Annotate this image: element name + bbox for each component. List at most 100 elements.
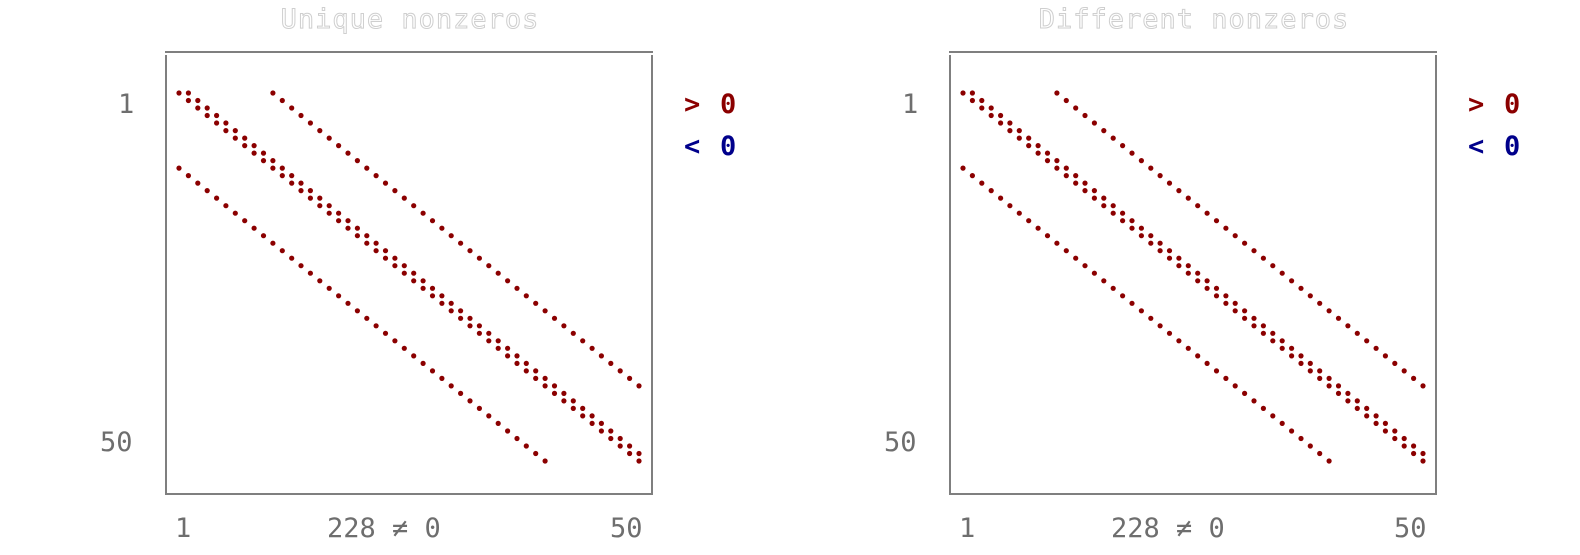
- nonzero-point: [1420, 383, 1426, 389]
- col-tick-label: 50: [1394, 513, 1427, 544]
- nonzero-point: [598, 420, 604, 426]
- nonzero-point: [1223, 375, 1229, 381]
- nonzero-point: [1054, 165, 1060, 171]
- nonzero-point: [1411, 443, 1417, 449]
- nonzero-point: [298, 263, 304, 269]
- nonzero-point: [411, 278, 417, 284]
- nonzero-point: [1101, 128, 1107, 134]
- nonzero-point: [382, 248, 389, 254]
- nonzero-point: [1354, 405, 1360, 411]
- nonzero-point: [382, 180, 389, 186]
- nonzero-point: [232, 128, 238, 134]
- nonzero-point: [998, 120, 1004, 126]
- nonzero-point: [514, 353, 520, 359]
- nonzero-point: [1138, 308, 1144, 314]
- nonzero-point: [570, 405, 576, 411]
- nonzero-point: [429, 285, 436, 291]
- legend-text: 0: [720, 131, 737, 162]
- nonzero-point: [1364, 405, 1370, 411]
- nonzero-point: [1063, 248, 1069, 254]
- nonzero-point: [1213, 218, 1220, 224]
- nonzero-point: [392, 188, 398, 194]
- nonzero-point: [260, 158, 267, 164]
- nonzero-point: [345, 225, 351, 231]
- nonzero-point: [270, 165, 276, 171]
- nonzero-point: [1148, 240, 1154, 246]
- nonzero-point: [1364, 338, 1370, 344]
- nonzero-point: [608, 435, 614, 442]
- row-tick-label: 1: [902, 89, 919, 120]
- nonzero-point: [1044, 150, 1051, 156]
- nonzero-point: [1185, 270, 1191, 276]
- nonzero-point: [1213, 293, 1220, 299]
- nonzero-point: [1035, 143, 1041, 149]
- nonzero-point: [988, 188, 994, 194]
- nonzero-point: [317, 278, 323, 284]
- nonzero-point: [1307, 368, 1313, 374]
- nonzero-point: [1251, 315, 1257, 321]
- nonzero-point: [1279, 270, 1285, 276]
- nonzero-point: [420, 360, 426, 366]
- nonzero-point: [1335, 383, 1342, 389]
- nonzero-point: [242, 135, 248, 141]
- nonzero-point: [317, 203, 323, 209]
- nonzero-point: [1110, 210, 1116, 216]
- nonzero-point: [627, 375, 633, 381]
- nonzero-point: [561, 323, 567, 329]
- legend-text: 0: [1504, 131, 1521, 162]
- nonzero-point: [1270, 263, 1276, 269]
- nonzero-point: [1317, 300, 1323, 306]
- nonzero-point: [495, 420, 501, 426]
- nonzero-point: [204, 112, 210, 119]
- nonzero-point: [1232, 383, 1238, 389]
- nonzero-point: [627, 450, 633, 457]
- nonzero-point: [561, 398, 567, 404]
- nonzero-point: [589, 413, 595, 419]
- nonzero-point: [1411, 375, 1417, 381]
- nonzero-point: [1054, 158, 1060, 164]
- nonzero-point: [1289, 353, 1295, 359]
- nonzero-point: [1026, 218, 1032, 224]
- nonzero-point: [270, 158, 276, 164]
- nonzero-point: [1260, 405, 1266, 411]
- nonzero-point: [1373, 345, 1379, 351]
- nonzero-point: [1289, 428, 1295, 434]
- nonzero-point: [1157, 248, 1163, 254]
- nonzero-point: [1016, 135, 1022, 141]
- nonzero-point: [1157, 173, 1163, 179]
- nonzero-point: [1082, 180, 1088, 186]
- nonzero-point: [411, 270, 417, 276]
- nonzero-point: [336, 210, 342, 216]
- nonzero-point: [195, 105, 201, 111]
- nonzero-point: [1251, 323, 1257, 329]
- nonzero-point: [317, 195, 323, 201]
- nonzero-point: [495, 338, 501, 344]
- nonzero-point: [1166, 248, 1173, 254]
- nonzero-point: [1138, 158, 1144, 164]
- nonzero-point: [364, 240, 370, 246]
- nonzero-point: [289, 173, 295, 179]
- nonzero-point: [354, 308, 360, 314]
- nonzero-point: [495, 270, 501, 276]
- nonzero-point: [242, 218, 248, 224]
- nonzero-point: [401, 270, 407, 276]
- nonzero-point: [1279, 338, 1285, 344]
- nonzero-point: [279, 165, 285, 171]
- nonzero-point: [1260, 330, 1266, 336]
- legend-text: 0: [720, 89, 737, 120]
- nonzero-point: [1289, 278, 1295, 284]
- nonzero-point: [1326, 375, 1332, 381]
- nonzero-point: [476, 330, 482, 336]
- nonzero-point: [401, 195, 407, 201]
- nonzero-point: [598, 353, 604, 359]
- nonzero-point: [373, 323, 379, 329]
- nonzero-point: [214, 120, 220, 126]
- nonzero-point: [1091, 195, 1097, 201]
- nonzero-point: [523, 368, 529, 374]
- nonzero-point: [476, 255, 482, 261]
- nonzero-point: [969, 90, 975, 96]
- nonzero-point: [1392, 428, 1398, 434]
- nonzero-point: [1382, 428, 1388, 434]
- nonzero-point: [1157, 323, 1163, 329]
